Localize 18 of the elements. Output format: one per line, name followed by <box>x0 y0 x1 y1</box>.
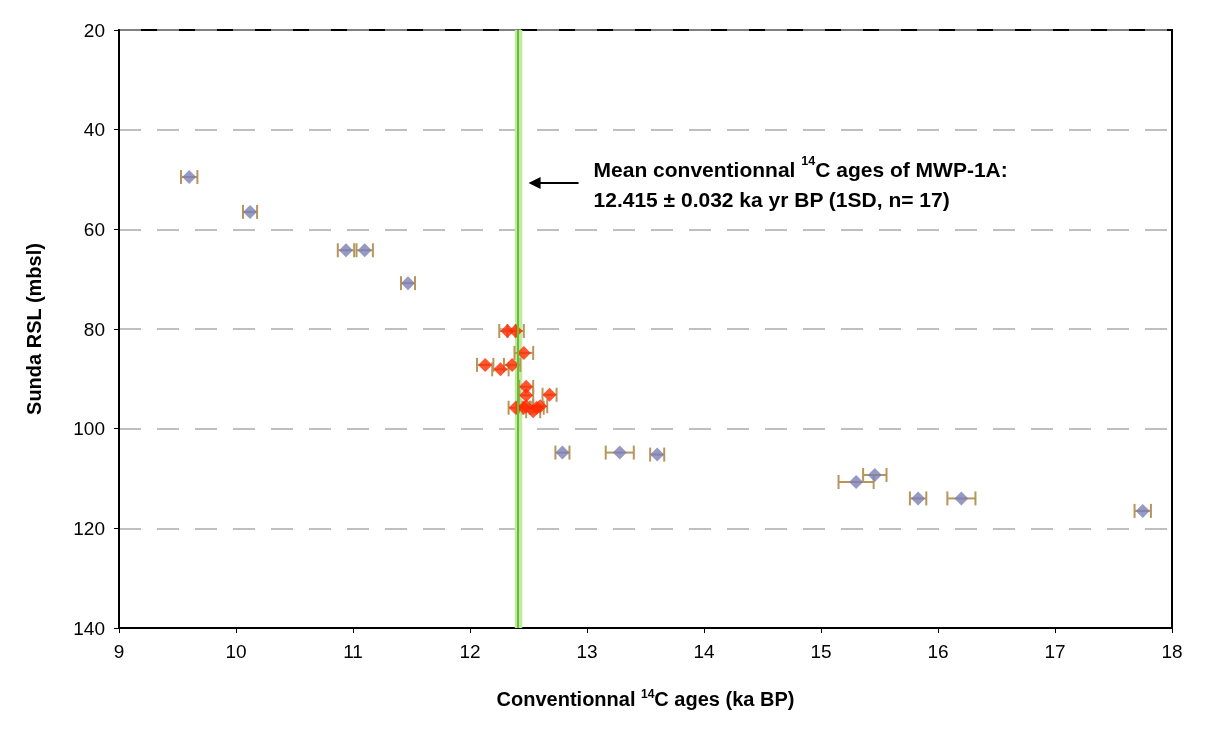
x-tick-label: 18 <box>1161 641 1183 662</box>
x-tick-label: 15 <box>810 641 832 662</box>
y-tick-label: 20 <box>83 19 105 41</box>
y-axis-title: Sunda RSL (mbsl) <box>23 243 45 415</box>
x-tick-label: 11 <box>343 641 363 662</box>
x-tick-label: 16 <box>927 641 949 662</box>
y-tick-label: 120 <box>73 517 105 539</box>
x-tick-label: 10 <box>225 641 247 662</box>
x-tick-label: 12 <box>459 641 481 662</box>
y-tick-label: 100 <box>73 418 105 440</box>
y-tick-label: 60 <box>83 218 105 240</box>
y-tick-label: 140 <box>73 617 105 639</box>
x-tick-label: 17 <box>1044 641 1066 662</box>
y-tick-label: 80 <box>83 318 105 340</box>
x-tick-label: 14 <box>693 641 715 662</box>
x-tick-label: 13 <box>576 641 598 662</box>
x-tick-label: 9 <box>113 641 125 662</box>
y-tick-label: 40 <box>83 119 105 141</box>
